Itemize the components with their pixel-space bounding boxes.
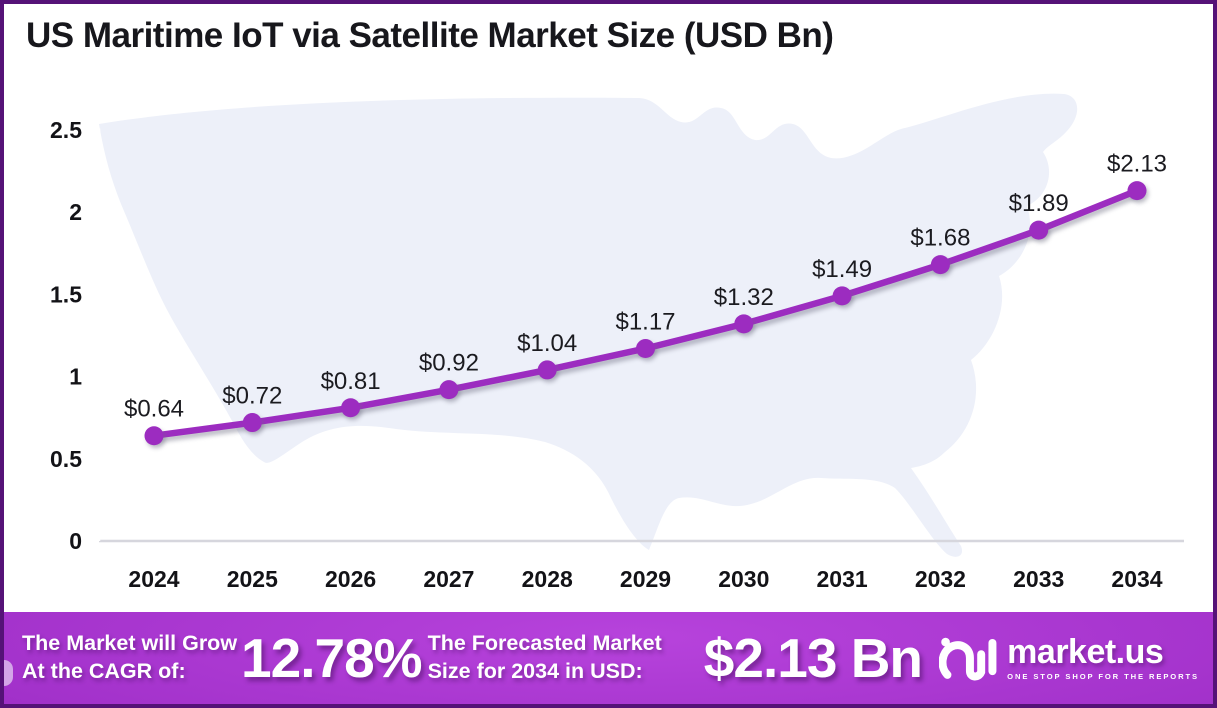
cagr-label-line1: The Market will Grow (22, 631, 238, 656)
data-point-label: $0.72 (222, 383, 282, 410)
forecast-label-line2: Size for 2034 in USD: (427, 659, 643, 683)
chart-area: US Maritime IoT via Satellite Market Siz… (4, 4, 1213, 612)
forecast-label: The Forecasted Market Size for 2034 in U… (428, 630, 662, 685)
us-map-shape (99, 93, 1078, 557)
data-point (242, 413, 262, 433)
x-tick-label: 2026 (325, 566, 376, 592)
logo-tagline: ONE STOP SHOP FOR THE REPORTS (1007, 672, 1199, 681)
x-tick-label: 2025 (227, 566, 278, 592)
x-tick-label: 2028 (522, 566, 573, 592)
data-point (341, 398, 361, 418)
us-map-silhouette (99, 93, 1078, 557)
footer-left-tab (4, 660, 13, 686)
data-point (832, 286, 852, 306)
cagr-label: The Market will Grow At the CAGR of: (22, 630, 237, 685)
x-tick-label: 2024 (128, 566, 179, 592)
logo-text-column: market.us ONE STOP SHOP FOR THE REPORTS (1007, 635, 1199, 681)
logo-wordmark: market.us (1007, 633, 1164, 671)
y-tick-label: 2.5 (50, 117, 82, 143)
data-point (636, 339, 655, 359)
data-point-label: $1.89 (1009, 190, 1069, 217)
data-point-label: $1.32 (714, 284, 774, 311)
x-tick-label: 2033 (1013, 566, 1064, 592)
data-point (144, 426, 164, 446)
data-point-label: $1.04 (517, 330, 577, 357)
x-tick-label: 2029 (620, 566, 671, 592)
data-point (734, 314, 754, 334)
x-tick-label: 2031 (817, 566, 868, 592)
footer-banner: The Market will Grow At the CAGR of: 12.… (4, 612, 1213, 704)
cagr-label-line2: At the CAGR of: (22, 659, 186, 683)
y-tick-label: 2 (69, 199, 82, 225)
forecast-value: $2.13 Bn (703, 627, 923, 689)
data-point-label: $0.81 (321, 368, 381, 395)
data-point-label: $1.17 (615, 309, 675, 336)
data-point-label: $1.68 (910, 225, 970, 252)
cagr-value: 12.78% (241, 627, 423, 689)
data-point (439, 380, 459, 400)
y-tick-label: 0 (69, 528, 82, 554)
data-point-label: $2.13 (1107, 151, 1167, 178)
y-tick-label: 1 (69, 364, 82, 390)
x-tick-label: 2030 (718, 566, 769, 592)
plot: 0 0.5 1 1.5 2 2.5 2024 2025 2026 2027 2028 2029 2030… (50, 117, 1184, 592)
data-point-label: $1.49 (812, 256, 872, 283)
data-point (1127, 181, 1147, 201)
data-point (537, 360, 557, 380)
page-title: US Maritime IoT via Satellite Market Siz… (26, 16, 834, 55)
marketus-logo-icon (939, 637, 997, 681)
data-point (930, 255, 950, 275)
x-tick-label: 2027 (423, 566, 474, 592)
x-tick-label: 2034 (1111, 566, 1162, 592)
y-tick-label: 0.5 (50, 446, 82, 472)
x-tick-label: 2032 (915, 566, 966, 592)
y-tick-label: 1.5 (50, 281, 82, 307)
data-point-label: $0.92 (419, 350, 479, 377)
marketus-logo[interactable]: market.us ONE STOP SHOP FOR THE REPORTS (939, 633, 1199, 683)
data-point-label: $0.64 (124, 396, 184, 423)
forecast-label-line1: The Forecasted Market (427, 631, 662, 656)
data-point (1029, 220, 1049, 240)
